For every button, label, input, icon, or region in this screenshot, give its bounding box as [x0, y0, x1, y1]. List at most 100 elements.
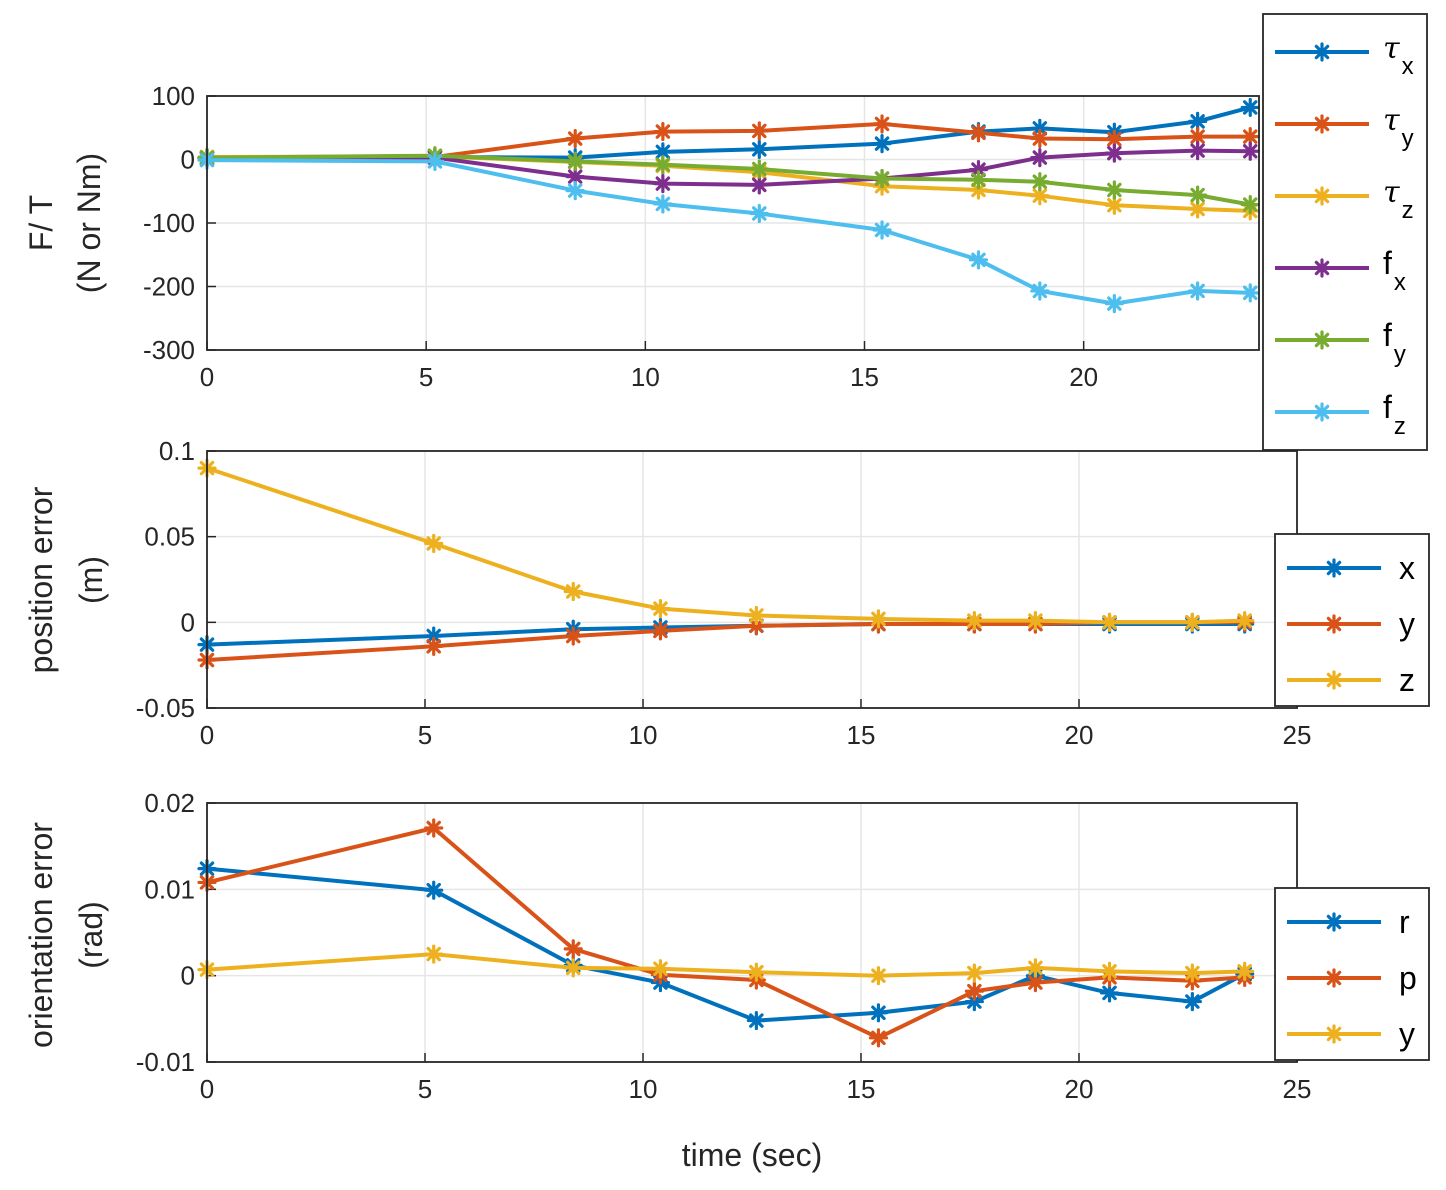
data-point [749, 203, 769, 224]
legend-marker [1312, 258, 1332, 278]
axes-box [206, 95, 1260, 351]
x-tick-label: 15 [847, 720, 876, 750]
data-point [1025, 972, 1046, 993]
x-tick-label: 0 [200, 1074, 214, 1104]
series-yellow [197, 944, 1255, 986]
legend-marker [1324, 614, 1344, 634]
data-point [749, 121, 769, 141]
legend-marker [1324, 912, 1344, 932]
data-point [872, 114, 892, 134]
plot-area [207, 451, 1297, 708]
data-point [563, 958, 583, 978]
data-point [1104, 294, 1124, 314]
x-tick-label: 0 [200, 720, 214, 750]
data-point [424, 880, 444, 900]
legend: τx τy τz fx fy fz [1262, 13, 1428, 451]
x-tick-label: 20 [1065, 1074, 1094, 1104]
series-green [197, 146, 1260, 215]
data-point [1030, 172, 1050, 192]
data-point [1182, 991, 1202, 1012]
y-tick-label: 0.1 [159, 436, 195, 466]
x-tick-label: 5 [418, 1074, 432, 1104]
data-point [749, 159, 769, 179]
data-point [1188, 281, 1208, 301]
x-tick-label: 15 [847, 1074, 876, 1104]
legend-label: τx [1383, 31, 1414, 80]
data-point [1030, 281, 1050, 301]
x-tick-label: 5 [419, 362, 433, 392]
data-point [1104, 195, 1124, 215]
data-point [746, 962, 766, 982]
legend-marker [1312, 330, 1332, 350]
legend: rpy [1274, 887, 1430, 1061]
legend-label: τy [1383, 103, 1414, 152]
y-tick-label: 0 [181, 961, 195, 991]
data-point [968, 170, 989, 190]
legend-marker [1324, 558, 1344, 578]
data-point [868, 1028, 889, 1048]
legend-box [1274, 533, 1430, 707]
data-point [565, 181, 585, 201]
legend-label: r [1399, 904, 1410, 940]
data-point [964, 963, 984, 983]
data-point [749, 139, 769, 159]
x-tick-label: 0 [200, 362, 214, 392]
legend-entry: p [1287, 960, 1417, 996]
data-point [653, 194, 673, 214]
data-point [1188, 127, 1208, 147]
x-tick-label: 15 [850, 362, 879, 392]
x-tick-label: 25 [1283, 1074, 1312, 1104]
data-point [1104, 180, 1124, 200]
legend-entry: fx [1275, 245, 1406, 296]
y-axis-label-line2: (N or Nm) [71, 153, 107, 293]
data-point [1240, 141, 1260, 161]
data-point [653, 174, 673, 194]
data-point [1235, 611, 1255, 631]
legend-marker [1312, 186, 1332, 206]
legend-marker [1324, 670, 1344, 690]
data-point [1025, 958, 1046, 978]
data-point [653, 154, 673, 175]
data-point [746, 616, 766, 636]
data-point [1030, 147, 1050, 168]
legend-entry: τx [1275, 31, 1414, 80]
legend-entry: fy [1275, 317, 1406, 368]
y-axis-label-line1: F/ T [23, 195, 59, 251]
x-tick-label: 5 [418, 720, 432, 750]
data-point [653, 142, 673, 162]
y-tick-label: 0 [181, 145, 195, 175]
data-point [565, 128, 585, 149]
legend-label: fy [1383, 317, 1406, 368]
y-axis-label-line2: (rad) [73, 901, 109, 969]
data-point [1188, 141, 1208, 161]
data-point [968, 250, 989, 270]
legend-marker [1324, 1024, 1344, 1044]
y-tick-label: -200 [143, 272, 195, 302]
x-tick-label: 10 [631, 362, 660, 392]
y-tick-label: -300 [143, 335, 195, 365]
data-point [424, 818, 444, 838]
x-tick-label: 10 [629, 720, 658, 750]
legend-entry: z [1287, 662, 1415, 698]
data-point [563, 581, 583, 602]
legend-entry: y [1287, 1016, 1415, 1052]
x-axis-label: time (sec) [682, 1137, 822, 1173]
legend-label: y [1399, 1016, 1415, 1052]
data-point [1240, 97, 1260, 118]
legend-entry: r [1287, 904, 1410, 940]
data-point [650, 599, 671, 619]
x-tick-label: 25 [1283, 720, 1312, 750]
data-point [1104, 143, 1124, 163]
data-point [424, 533, 444, 554]
data-point [425, 151, 445, 172]
data-point [872, 134, 892, 154]
legend-marker [1312, 402, 1332, 422]
data-point [964, 611, 984, 631]
data-point [1235, 961, 1255, 981]
data-point [1240, 283, 1260, 303]
legend-entry: x [1287, 550, 1415, 586]
data-point [563, 626, 583, 646]
legend: xyz [1274, 533, 1430, 707]
